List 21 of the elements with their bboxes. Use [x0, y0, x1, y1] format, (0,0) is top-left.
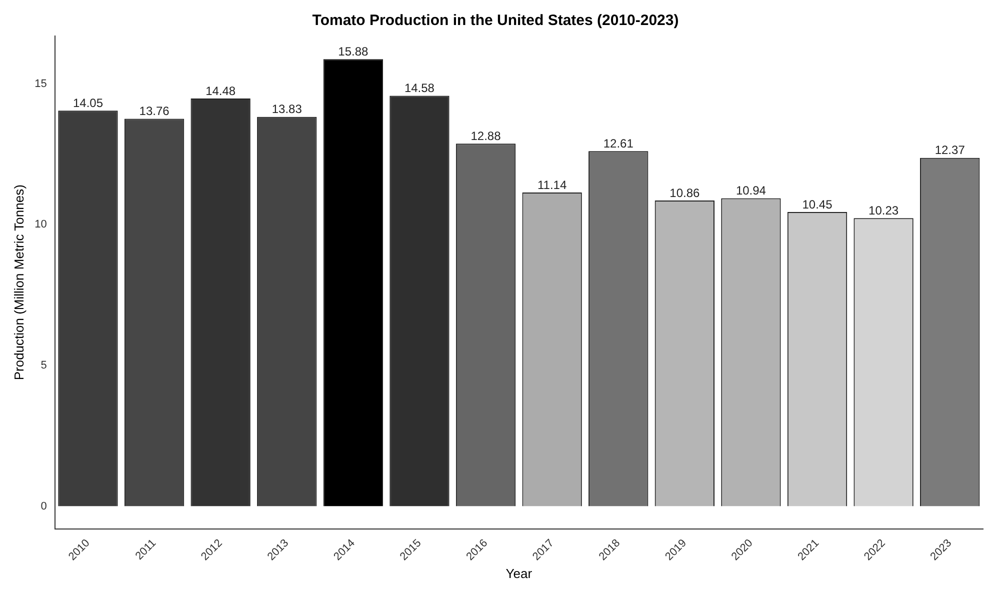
data-label: 13.76	[139, 104, 170, 118]
data-label: 10.94	[736, 184, 766, 198]
y-tick-label: 15	[34, 78, 47, 90]
data-label: 13.83	[272, 102, 302, 116]
data-label: 12.88	[470, 128, 502, 143]
data-label: 10.23	[868, 203, 899, 218]
data-label: 10.86	[670, 186, 700, 200]
chart-title: Tomato Production in the United States (2010-2023)	[312, 12, 679, 30]
data-label: 11.14	[537, 178, 567, 192]
y-axis-title: Production (Million Metric Tonnes)	[11, 184, 26, 380]
data-label: 12.37	[934, 143, 966, 158]
y-tick-label: 5	[40, 359, 47, 372]
data-label: 12.61	[603, 136, 634, 150]
x-axis-title: Year	[506, 566, 533, 581]
data-label: 10.45	[802, 197, 833, 212]
data-label: 14.05	[72, 96, 104, 110]
data-label: 14.48	[206, 84, 236, 98]
y-tick-label: 10	[34, 218, 47, 231]
data-label: 14.58	[404, 81, 435, 96]
data-label: 15.88	[338, 44, 369, 58]
y-tick-label: 0	[40, 500, 47, 512]
